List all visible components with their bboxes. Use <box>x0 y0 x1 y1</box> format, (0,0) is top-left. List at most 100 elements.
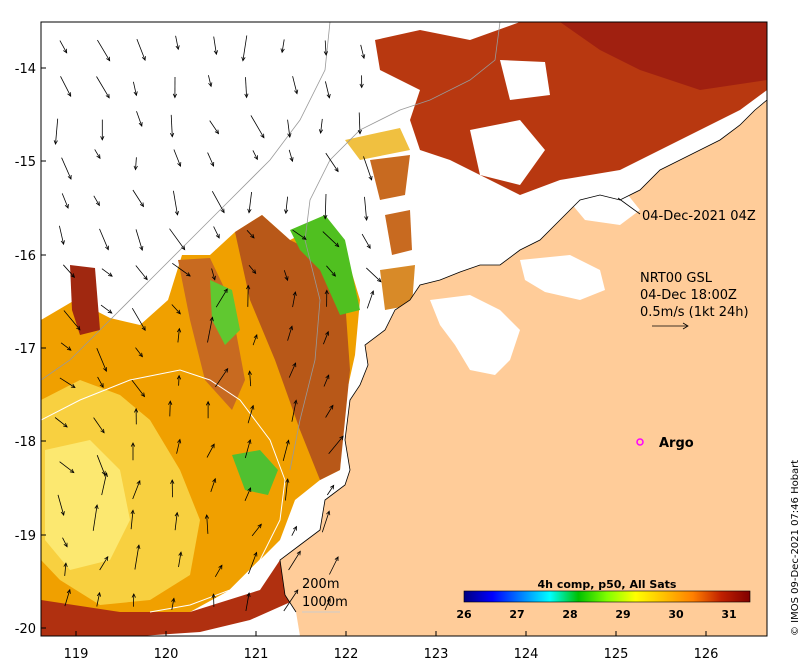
current-arrow-head <box>139 246 144 251</box>
current-arrow <box>324 40 327 56</box>
current-arrow-head <box>250 404 255 410</box>
current-arrow-head <box>253 155 258 161</box>
isobath-1000m <box>41 369 286 613</box>
current-arrow-head <box>63 542 68 548</box>
current-arrow-head <box>76 325 81 331</box>
current-arrow <box>178 552 182 568</box>
current-arrow <box>206 444 215 458</box>
scale-arrow <box>652 322 689 330</box>
current-arrow <box>324 193 327 219</box>
product-line-1: NRT00 GSL <box>640 271 713 286</box>
current-arrow-head <box>105 93 110 99</box>
current-arrow <box>59 461 75 473</box>
colorbar-tick-label: 30 <box>668 608 684 621</box>
current-arrow-head <box>334 556 339 562</box>
current-arrow <box>213 226 220 239</box>
current-arrow-head <box>292 362 297 368</box>
current-arrow <box>325 81 330 98</box>
current-arrow <box>169 228 186 250</box>
current-arrow-head <box>326 597 331 603</box>
current-arrow-head <box>103 472 108 477</box>
current-arrow-head <box>323 51 328 56</box>
current-arrow-head <box>285 478 290 483</box>
x-tick-label: 119 <box>64 647 89 662</box>
current-arrow <box>248 264 257 274</box>
credit-label: © IMOS 09-Dec-2021 07:46 Hobart <box>790 460 801 636</box>
current-arrow-head <box>361 54 366 60</box>
current-arrow-head <box>105 245 109 251</box>
current-arrow <box>291 526 297 536</box>
current-arrow <box>281 39 285 53</box>
current-arrow-head <box>325 374 330 380</box>
current-arrow-head <box>96 591 101 597</box>
current-arrow-head <box>329 404 334 410</box>
current-arrow <box>285 196 288 214</box>
current-arrow <box>169 401 171 417</box>
colorbar-tick-label: 29 <box>615 608 630 621</box>
current-arrow-head <box>177 438 182 444</box>
current-arrow <box>210 478 216 493</box>
current-arrow <box>93 195 100 206</box>
current-arrow-head <box>169 132 175 138</box>
current-arrow <box>325 405 334 418</box>
colorbar-tick-label: 31 <box>721 608 736 621</box>
current-arrow-head <box>133 91 138 97</box>
current-arrow <box>326 485 335 496</box>
x-axis: 119 120 121 122 123 124 125 126 <box>64 631 718 662</box>
y-axis: -14 -15 -16 -17 -18 -19 -20 <box>15 62 46 637</box>
current-arrow-head <box>218 564 223 570</box>
current-arrow <box>292 229 307 240</box>
current-arrow <box>249 371 252 387</box>
depth-label-200m: 200m <box>302 577 339 592</box>
current-arrow <box>135 265 148 280</box>
current-arrow <box>92 505 98 531</box>
current-arrow <box>288 551 301 571</box>
current-arrow-head <box>247 439 252 444</box>
current-arrow <box>96 76 110 99</box>
current-arrow-head <box>136 544 141 550</box>
current-arrow <box>61 157 72 180</box>
current-arrow-head <box>100 136 105 141</box>
current-arrow <box>130 510 134 530</box>
current-arrow <box>323 374 330 387</box>
current-arrow <box>358 112 361 134</box>
current-arrow-head <box>325 330 329 336</box>
current-arrow <box>244 487 251 501</box>
current-arrow <box>287 326 293 341</box>
x-tick-label: 120 <box>154 647 179 662</box>
current-arrow-head <box>357 129 362 135</box>
current-arrow-head <box>60 511 65 516</box>
current-arrow-head <box>63 562 68 568</box>
inlet <box>520 255 605 300</box>
current-arrow-head <box>95 201 100 207</box>
current-arrow <box>96 592 100 607</box>
current-arrow-head <box>141 56 146 61</box>
current-arrow-head <box>293 399 298 405</box>
map-frame <box>40 21 768 637</box>
current-arrow <box>283 589 299 612</box>
current-arrow-head <box>246 284 251 290</box>
current-arrow-head <box>294 589 299 595</box>
current-arrow-head <box>99 383 104 388</box>
current-arrow <box>245 592 250 611</box>
current-arrow-head <box>331 272 336 277</box>
current-arrow-head <box>210 161 215 167</box>
current-arrow <box>248 191 252 213</box>
argo-label: Argo <box>659 436 694 451</box>
current-arrow <box>285 478 289 501</box>
current-arrow-head <box>100 428 105 434</box>
current-arrow-head <box>212 477 217 483</box>
current-arrow <box>366 267 382 282</box>
inlet <box>560 185 640 225</box>
current-arrow-head <box>63 48 68 54</box>
current-arrow <box>321 511 330 533</box>
current-arrow <box>59 225 64 245</box>
current-arrow-head <box>241 56 246 62</box>
current-arrow-head <box>67 174 72 180</box>
current-arrow <box>57 494 65 516</box>
current-arrow <box>172 262 191 277</box>
current-arrow-head <box>246 592 251 598</box>
current-arrow-head <box>170 479 175 484</box>
x-tick-label: 121 <box>244 647 269 662</box>
